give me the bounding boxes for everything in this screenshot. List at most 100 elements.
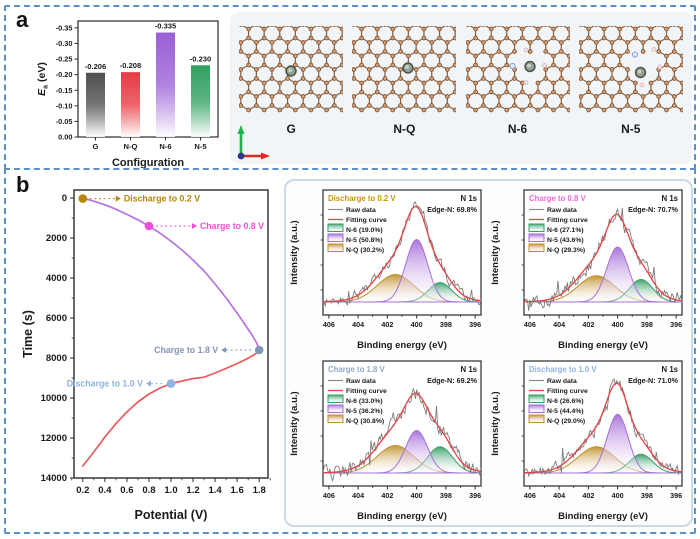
- svg-text:Intensity (a.u.): Intensity (a.u.): [289, 220, 300, 284]
- svg-text:-0.208: -0.208: [120, 61, 142, 70]
- structure-nq: N-Q: [352, 26, 457, 136]
- graphene-structure-n5: [578, 26, 683, 113]
- svg-text:Discharge to 1.0 V: Discharge to 1.0 V: [529, 365, 597, 374]
- svg-text:406: 406: [323, 491, 335, 500]
- svg-text:N-6 (26.6%): N-6 (26.6%): [547, 398, 584, 405]
- svg-text:-0.335: -0.335: [155, 22, 177, 31]
- svg-text:398: 398: [440, 320, 452, 329]
- svg-text:N-6 (19.0%): N-6 (19.0%): [346, 227, 383, 234]
- svg-text:Ea (eV): Ea (eV): [36, 62, 49, 96]
- svg-text:N 1s: N 1s: [662, 194, 679, 203]
- svg-text:N 1s: N 1s: [460, 194, 477, 203]
- svg-text:Binding energy (eV): Binding energy (eV): [558, 511, 648, 522]
- svg-text:-0.15: -0.15: [56, 86, 73, 95]
- svg-text:4000: 4000: [46, 273, 67, 284]
- svg-text:Intensity (a.u.): Intensity (a.u.): [490, 391, 501, 455]
- svg-text:400: 400: [410, 491, 422, 500]
- svg-text:404: 404: [352, 491, 364, 500]
- svg-text:Edge-N: 70.7%: Edge-N: 70.7%: [628, 205, 679, 214]
- svg-text:Discharge to 1.0 V: Discharge to 1.0 V: [67, 379, 143, 389]
- structure-n6: N-6: [465, 26, 570, 136]
- svg-text:Discharge to 0.2 V: Discharge to 0.2 V: [124, 194, 200, 204]
- svg-text:402: 402: [381, 320, 393, 329]
- svg-text:8000: 8000: [46, 353, 67, 364]
- svg-text:Charge to 0.8 V: Charge to 0.8 V: [200, 221, 264, 231]
- svg-text:406: 406: [524, 320, 536, 329]
- svg-text:10000: 10000: [41, 393, 67, 404]
- svg-text:402: 402: [583, 320, 595, 329]
- svg-text:0.4: 0.4: [98, 485, 112, 496]
- xps-grid-box: 406 404 402 400 398 396 Binding energy (eV) Int…: [284, 179, 693, 527]
- svg-text:-0.230: -0.230: [190, 54, 212, 63]
- svg-text:Potential (V): Potential (V): [135, 508, 208, 522]
- svg-text:N-6: N-6: [159, 142, 171, 151]
- structures-box: G N-Q N-6 N-5: [230, 12, 692, 164]
- svg-text:N-5 (44.4%): N-5 (44.4%): [547, 408, 584, 415]
- svg-text:0.6: 0.6: [120, 485, 133, 496]
- svg-text:Binding energy (eV): Binding energy (eV): [357, 340, 447, 351]
- svg-text:Fitting curve: Fitting curve: [547, 217, 588, 224]
- structure-n6-label: N-6: [507, 122, 528, 136]
- svg-text:2000: 2000: [46, 233, 67, 244]
- svg-text:Charge to 1.8 V: Charge to 1.8 V: [328, 365, 386, 374]
- svg-text:1.8: 1.8: [253, 485, 266, 496]
- svg-text:400: 400: [410, 320, 422, 329]
- svg-text:6000: 6000: [46, 313, 67, 324]
- svg-text:-0.20: -0.20: [56, 70, 73, 79]
- svg-text:Fitting curve: Fitting curve: [346, 388, 387, 395]
- svg-text:396: 396: [670, 491, 682, 500]
- svg-text:N-5 (43.6%): N-5 (43.6%): [547, 237, 584, 244]
- svg-text:Discharge to 0.2 V: Discharge to 0.2 V: [328, 194, 396, 203]
- xps-plot-charge-0-8v: 406 404 402 400 398 396 Binding energy (eV) Int…: [490, 188, 683, 351]
- svg-text:Edge-N: 69.2%: Edge-N: 69.2%: [427, 376, 478, 385]
- structure-g-label: G: [286, 122, 296, 136]
- svg-text:404: 404: [553, 491, 565, 500]
- svg-text:Edge-N: 71.0%: Edge-N: 71.0%: [628, 376, 679, 385]
- xps-plot-charge-1-8v: 406 404 402 400 398 396 Binding energy (eV) Int…: [289, 359, 482, 522]
- svg-text:12000: 12000: [41, 433, 67, 444]
- graphene-structure-nq: [352, 26, 457, 113]
- svg-text:0: 0: [62, 193, 67, 204]
- svg-text:398: 398: [641, 491, 653, 500]
- svg-text:1.4: 1.4: [208, 485, 222, 496]
- svg-text:Charge to 1.8 V: Charge to 1.8 V: [154, 345, 218, 355]
- gcd-time-potential-chart: 0.2 0.4 0.6 0.8 1.0 1.2 1.4 1.6 1.8 0 2000 4000 6000…: [21, 189, 271, 522]
- svg-text:402: 402: [583, 491, 595, 500]
- svg-text:-0.206: -0.206: [85, 62, 107, 71]
- panel-a: a 0.00 -0.05 -0.10 -0.15 -0.20 -0.25 -0.30 -0.3…: [4, 5, 696, 170]
- svg-text:0.2: 0.2: [76, 485, 89, 496]
- svg-text:N-6 (33.0%): N-6 (33.0%): [346, 398, 383, 405]
- svg-text:N-6 (27.1%): N-6 (27.1%): [547, 227, 584, 234]
- structure-n5-label: N-5: [621, 122, 641, 136]
- svg-text:N-5 (36.2%): N-5 (36.2%): [346, 408, 383, 415]
- xps-plot-discharge-1-0v: 406 404 402 400 398 396 Binding energy (eV) Int…: [490, 359, 683, 522]
- svg-text:406: 406: [524, 491, 536, 500]
- xyz-axis-indicator-icon: [237, 125, 270, 160]
- svg-text:-0.10: -0.10: [56, 101, 73, 110]
- svg-text:N-5: N-5: [194, 142, 207, 151]
- svg-text:Intensity (a.u.): Intensity (a.u.): [490, 220, 501, 284]
- panel-a-label: a: [16, 7, 29, 32]
- panel-b-label: b: [16, 172, 30, 197]
- svg-text:-0.25: -0.25: [56, 55, 73, 64]
- svg-text:Intensity (a.u.): Intensity (a.u.): [289, 391, 300, 455]
- graphene-structure-n6: [465, 26, 570, 113]
- graphene-structure-g: [239, 26, 344, 113]
- svg-text:-0.35: -0.35: [56, 23, 73, 32]
- svg-text:398: 398: [641, 320, 653, 329]
- svg-text:Raw data: Raw data: [346, 207, 376, 214]
- svg-text:0.8: 0.8: [142, 485, 155, 496]
- panel-b: b 0.2 0.4 0.6 0.8 1.0 1.2 1.4 1.6 1.8 0 2000 4000 60…: [4, 168, 696, 534]
- svg-text:Time (s): Time (s): [21, 310, 35, 358]
- svg-text:Charge to 0.8 V: Charge to 0.8 V: [529, 194, 587, 203]
- svg-text:Raw data: Raw data: [547, 207, 577, 214]
- svg-text:Binding energy (eV): Binding energy (eV): [357, 511, 447, 522]
- svg-text:14000: 14000: [41, 473, 67, 484]
- svg-text:N-Q (29.3%): N-Q (29.3%): [547, 247, 585, 254]
- svg-text:1.0: 1.0: [164, 485, 177, 496]
- svg-text:396: 396: [469, 320, 481, 329]
- svg-text:404: 404: [553, 320, 565, 329]
- svg-text:Edge-N: 69.8%: Edge-N: 69.8%: [427, 205, 478, 214]
- svg-text:Configuration: Configuration: [112, 157, 184, 169]
